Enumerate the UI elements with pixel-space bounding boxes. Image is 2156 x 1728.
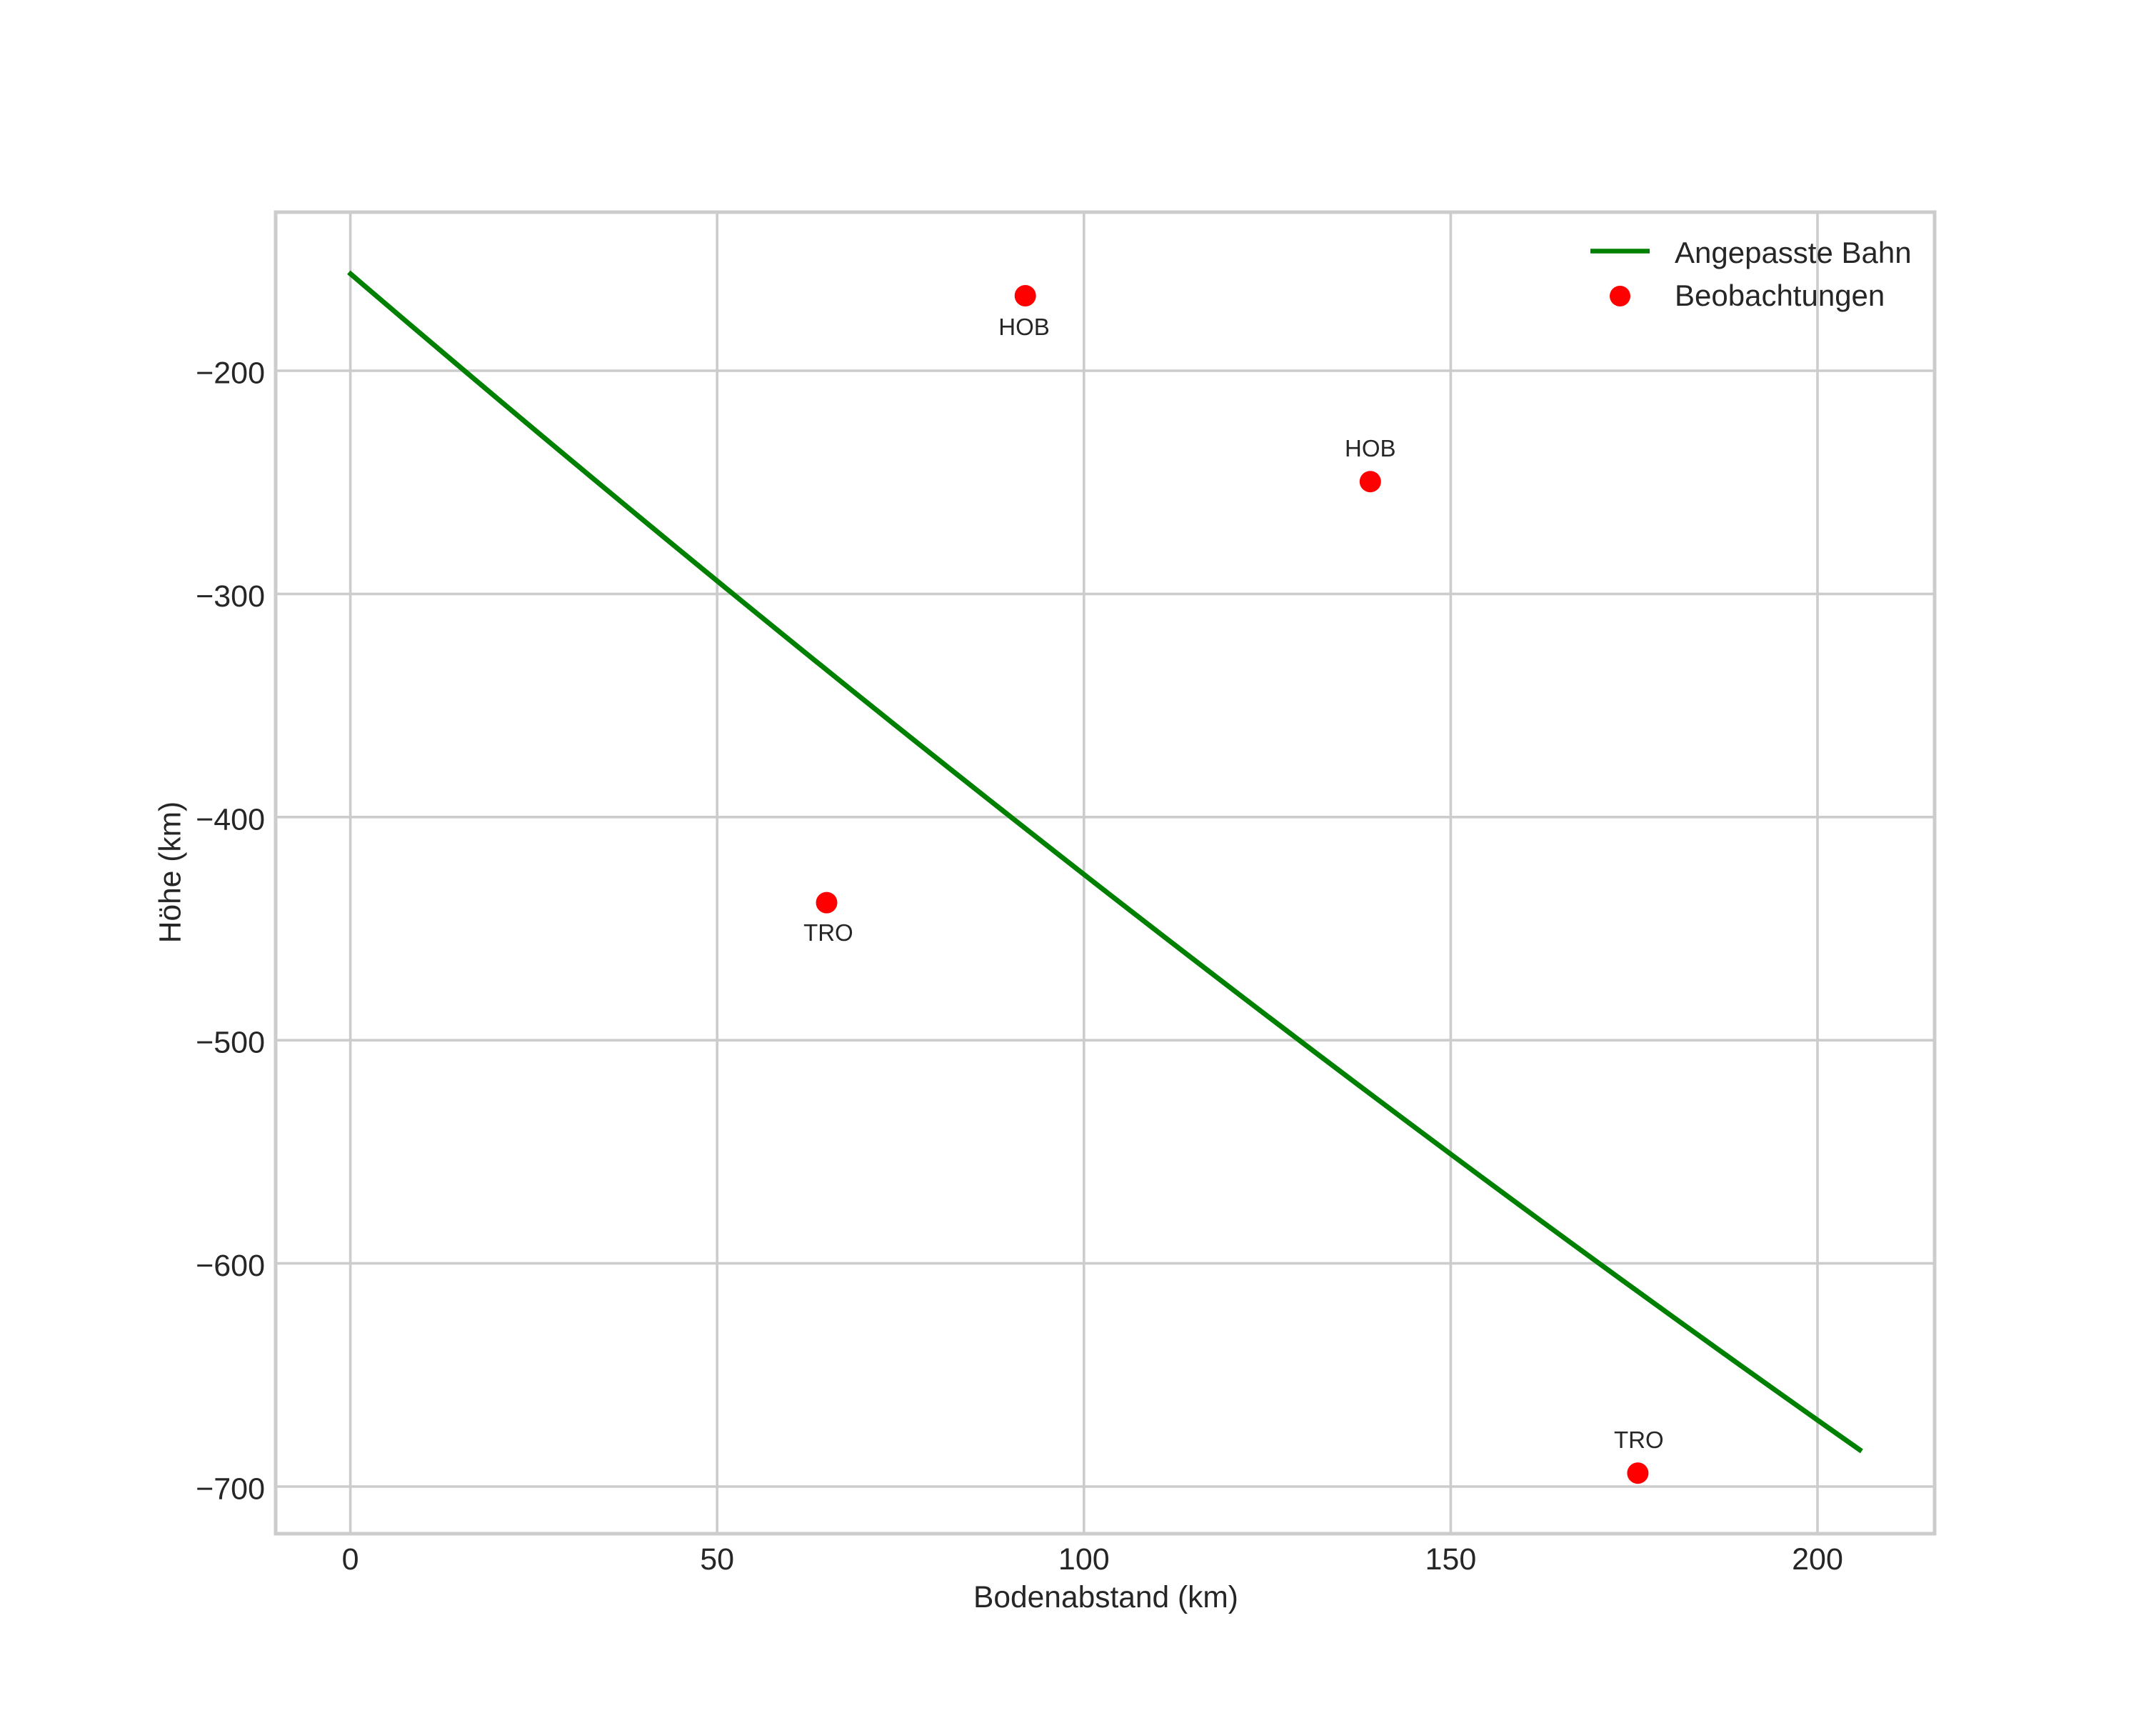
svg-text:TRO: TRO [803, 919, 853, 946]
svg-text:−600: −600 [196, 1249, 265, 1283]
svg-text:−400: −400 [196, 802, 265, 836]
svg-text:50: 50 [700, 1542, 734, 1577]
svg-text:Angepasste Bahn: Angepasste Bahn [1675, 236, 1912, 269]
svg-text:−300: −300 [196, 579, 265, 614]
svg-text:Bodenabstand (km): Bodenabstand (km) [973, 1581, 1238, 1614]
svg-text:−700: −700 [196, 1472, 265, 1507]
svg-text:200: 200 [1792, 1542, 1843, 1577]
svg-text:150: 150 [1425, 1542, 1477, 1577]
svg-text:0: 0 [342, 1542, 359, 1577]
svg-text:100: 100 [1058, 1542, 1110, 1577]
svg-text:Höhe (km): Höhe (km) [154, 801, 188, 943]
svg-text:HOB: HOB [998, 314, 1050, 340]
svg-text:Beobachtungen: Beobachtungen [1675, 279, 1885, 312]
svg-text:TRO: TRO [1614, 1427, 1664, 1453]
svg-text:HOB: HOB [1345, 435, 1396, 461]
svg-text:−500: −500 [196, 1026, 265, 1060]
svg-text:−200: −200 [196, 356, 265, 391]
